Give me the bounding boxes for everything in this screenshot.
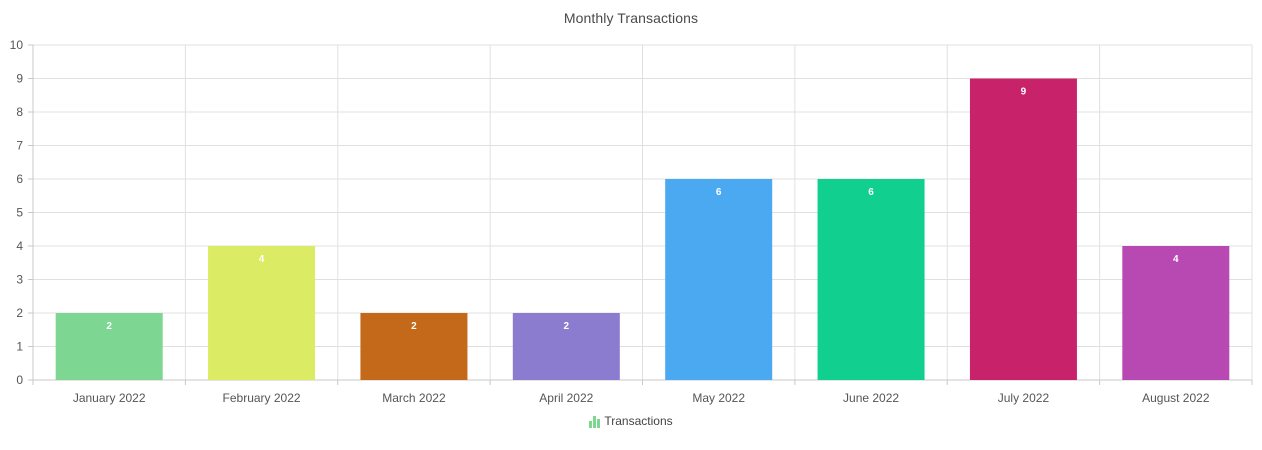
bar-value-label: 2 xyxy=(106,321,112,332)
y-tick-label: 4 xyxy=(16,239,23,253)
x-tick-label: January 2022 xyxy=(73,391,146,405)
x-tick-label: February 2022 xyxy=(223,391,301,405)
y-tick-label: 1 xyxy=(16,340,23,354)
x-tick-label: August 2022 xyxy=(1142,391,1210,405)
bar xyxy=(665,179,773,380)
bar-value-label: 6 xyxy=(716,187,722,198)
bar-value-label: 9 xyxy=(1021,87,1027,98)
bar xyxy=(969,78,1077,380)
bar-value-label: 6 xyxy=(868,187,874,198)
y-tick-label: 0 xyxy=(16,373,23,387)
bar xyxy=(512,313,620,380)
bar xyxy=(360,313,468,380)
y-tick-label: 5 xyxy=(16,206,23,220)
bar xyxy=(817,179,925,380)
bar xyxy=(55,313,163,380)
y-tick-label: 9 xyxy=(16,72,23,86)
x-tick-label: May 2022 xyxy=(692,391,745,405)
legend-label: Transactions xyxy=(604,414,673,428)
y-tick-label: 6 xyxy=(16,172,23,186)
bar-value-label: 4 xyxy=(259,254,265,265)
legend[interactable]: Transactions xyxy=(0,414,1262,428)
y-tick-label: 8 xyxy=(16,105,23,119)
x-tick-label: June 2022 xyxy=(843,391,899,405)
bar-value-label: 4 xyxy=(1173,254,1179,265)
bar xyxy=(1122,246,1230,380)
y-tick-label: 3 xyxy=(16,273,23,287)
bar-chart-icon xyxy=(589,414,601,428)
x-tick-label: April 2022 xyxy=(539,391,593,405)
x-tick-label: July 2022 xyxy=(998,391,1050,405)
chart-title: Monthly Transactions xyxy=(563,10,699,26)
y-tick-label: 7 xyxy=(16,139,23,153)
bar-value-label: 2 xyxy=(564,321,570,332)
bar-value-label: 2 xyxy=(411,321,417,332)
bar xyxy=(208,246,316,380)
x-tick-label: March 2022 xyxy=(382,391,446,405)
y-tick-label: 2 xyxy=(16,306,23,320)
y-tick-label: 10 xyxy=(10,38,24,52)
